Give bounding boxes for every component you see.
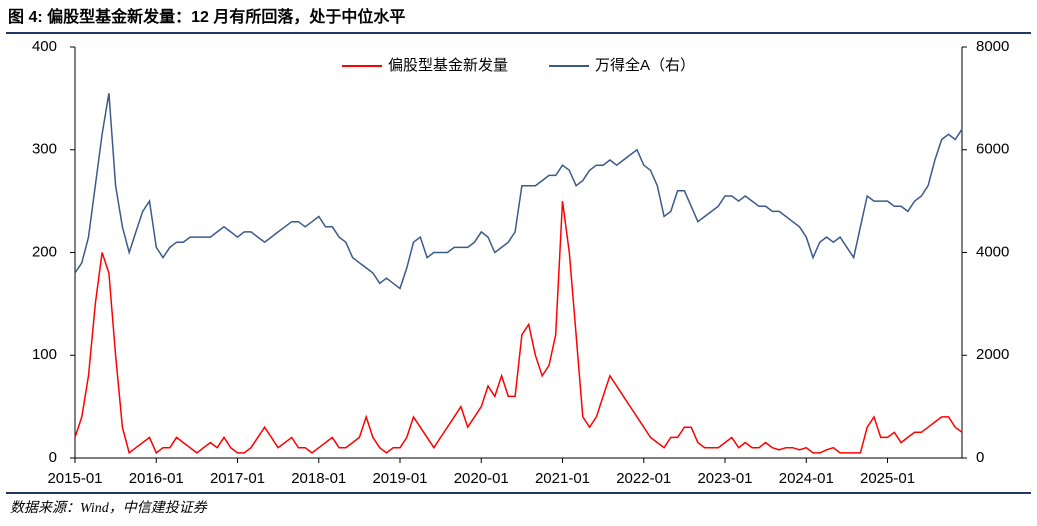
y2-tick-label: 0 (976, 449, 984, 466)
x-tick-label: 2025-01 (860, 470, 915, 487)
y-tick-label: 0 (49, 449, 57, 466)
x-tick-label: 2017-01 (210, 470, 265, 487)
source: 数据来源：Wind，中信建投证券 (10, 500, 208, 516)
x-tick-label: 2021-01 (535, 470, 590, 487)
y2-tick-label: 4000 (976, 243, 1009, 260)
x-tick-label: 2020-01 (454, 470, 509, 487)
y2-tick-label: 8000 (976, 38, 1009, 55)
x-tick-label: 2019-01 (372, 470, 427, 487)
x-tick-label: 2015-01 (47, 470, 102, 487)
y2-tick-label: 6000 (976, 141, 1009, 158)
y-tick-label: 100 (32, 346, 57, 363)
chart-title: 图 4: 偏股型基金新发量：12 月有所回落，处于中位水平 (8, 7, 405, 26)
series-line (74, 93, 963, 290)
series-line (74, 201, 963, 455)
y-tick-label: 400 (32, 38, 57, 55)
x-tick-label: 2018-01 (291, 470, 346, 487)
x-tick-label: 2023-01 (697, 470, 752, 487)
x-tick-label: 2016-01 (129, 470, 184, 487)
y-tick-label: 300 (32, 141, 57, 158)
x-tick-label: 2024-01 (779, 470, 834, 487)
legend-label: 偏股型基金新发量 (388, 57, 508, 74)
y2-tick-label: 2000 (976, 346, 1009, 363)
y-tick-label: 200 (32, 243, 57, 260)
legend-label: 万得全A（右） (595, 56, 695, 74)
x-tick-label: 2022-01 (616, 470, 671, 487)
